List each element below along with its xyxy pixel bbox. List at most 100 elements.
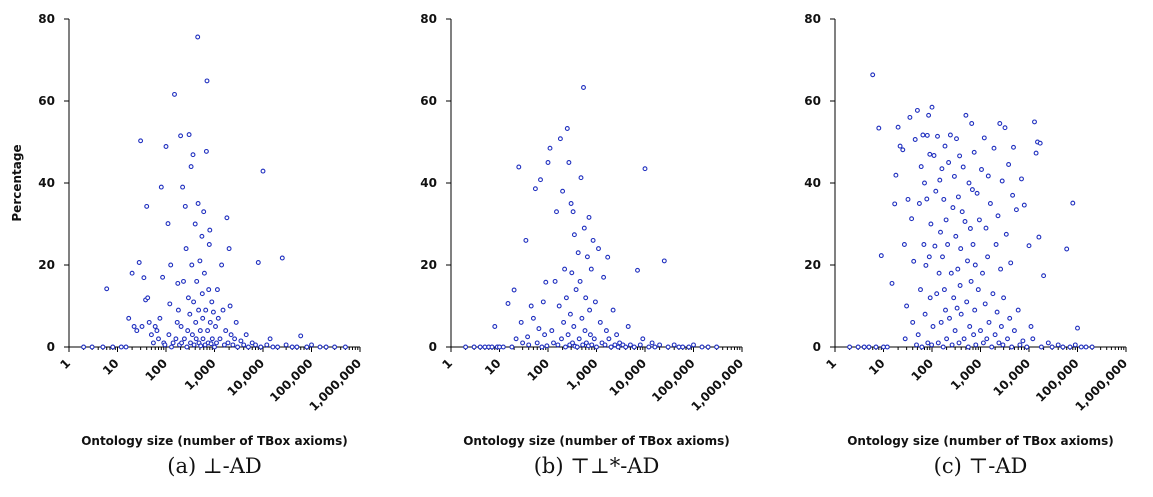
data-point bbox=[926, 112, 932, 118]
data-point bbox=[953, 233, 959, 239]
data-point bbox=[1003, 231, 1009, 237]
data-point bbox=[921, 242, 927, 247]
data-point bbox=[922, 180, 927, 186]
data-point bbox=[131, 324, 137, 329]
data-point bbox=[539, 344, 545, 350]
data-point bbox=[947, 132, 953, 138]
data-point bbox=[169, 344, 174, 350]
panel-caption: (c) ⊤-AD bbox=[934, 454, 1028, 478]
data-point bbox=[175, 307, 181, 313]
x-tick-label: 10 bbox=[866, 356, 888, 378]
data-point bbox=[905, 196, 911, 202]
data-point bbox=[925, 340, 931, 346]
data-point bbox=[561, 319, 567, 325]
data-point bbox=[960, 164, 966, 170]
data-point bbox=[602, 342, 608, 348]
data-point bbox=[141, 275, 147, 281]
data-point bbox=[556, 303, 562, 309]
data-point bbox=[878, 253, 884, 259]
data-point bbox=[914, 107, 920, 113]
data-point bbox=[596, 246, 601, 252]
data-point bbox=[635, 267, 640, 273]
data-point bbox=[206, 287, 212, 293]
data-point bbox=[560, 188, 566, 194]
data-point bbox=[304, 344, 310, 350]
data-point bbox=[183, 246, 189, 252]
y-tick-label: 20 bbox=[38, 258, 55, 272]
data-point bbox=[615, 344, 621, 350]
x-axis-label: Ontology size (number of TBox axioms) bbox=[81, 434, 348, 448]
data-point bbox=[1078, 344, 1084, 350]
data-point bbox=[170, 340, 176, 346]
data-point bbox=[538, 177, 543, 183]
data-point bbox=[192, 221, 198, 227]
data-point bbox=[157, 315, 163, 321]
data-point bbox=[567, 311, 573, 317]
data-point bbox=[489, 344, 495, 350]
data-point bbox=[991, 145, 997, 151]
data-point bbox=[578, 175, 584, 181]
data-point bbox=[238, 338, 244, 344]
data-point bbox=[910, 319, 916, 325]
x-tick-label: 100 bbox=[142, 356, 170, 384]
y-tick-label: 80 bbox=[804, 12, 821, 26]
data-point bbox=[209, 336, 215, 342]
data-point bbox=[594, 344, 599, 350]
data-point bbox=[583, 295, 589, 301]
data-point bbox=[973, 342, 979, 348]
data-point bbox=[938, 229, 943, 235]
data-point bbox=[923, 262, 929, 268]
data-point bbox=[477, 344, 483, 350]
data-point bbox=[505, 301, 511, 306]
data-point bbox=[511, 287, 517, 293]
data-point bbox=[203, 307, 209, 313]
data-point bbox=[951, 173, 957, 179]
y-tick-label: 20 bbox=[420, 258, 437, 272]
data-point bbox=[492, 324, 498, 329]
data-point bbox=[962, 219, 968, 224]
data-point bbox=[981, 135, 987, 141]
data-point bbox=[536, 326, 542, 332]
data-point bbox=[640, 336, 646, 342]
data-point bbox=[969, 187, 975, 193]
data-point bbox=[571, 324, 577, 329]
data-point bbox=[994, 309, 1000, 315]
data-point bbox=[947, 315, 952, 321]
data-point bbox=[500, 344, 506, 350]
data-point bbox=[270, 344, 276, 350]
data-point bbox=[597, 319, 603, 325]
data-point bbox=[922, 311, 928, 317]
data-point bbox=[148, 332, 154, 338]
x-tick-label: 1,000,000 bbox=[688, 356, 746, 414]
x-tick-label: 100 bbox=[908, 356, 936, 384]
data-point bbox=[603, 328, 609, 334]
data-point bbox=[279, 255, 285, 261]
data-point bbox=[136, 260, 142, 265]
data-point bbox=[565, 332, 571, 338]
data-point bbox=[691, 342, 696, 348]
data-point bbox=[996, 340, 1002, 346]
data-point bbox=[984, 336, 990, 342]
data-point bbox=[197, 258, 203, 264]
data-point bbox=[936, 270, 942, 276]
data-point bbox=[582, 328, 588, 334]
data-point bbox=[1041, 273, 1047, 279]
y-tick-label: 40 bbox=[38, 176, 55, 190]
data-point bbox=[1026, 243, 1032, 249]
data-point bbox=[574, 344, 580, 350]
y-axis-label: Percentage bbox=[10, 144, 24, 221]
data-point bbox=[566, 160, 572, 165]
data-point bbox=[516, 164, 522, 170]
data-point bbox=[1015, 307, 1021, 313]
x-tick-label: 1,000,000 bbox=[1072, 356, 1130, 414]
data-point bbox=[200, 336, 206, 342]
data-point bbox=[972, 307, 978, 313]
data-point bbox=[557, 136, 563, 142]
data-point bbox=[580, 342, 586, 348]
data-point bbox=[579, 315, 585, 321]
data-point bbox=[530, 315, 536, 321]
data-point bbox=[200, 315, 206, 321]
data-point bbox=[174, 319, 180, 325]
data-point bbox=[104, 286, 110, 292]
data-point bbox=[555, 342, 561, 348]
